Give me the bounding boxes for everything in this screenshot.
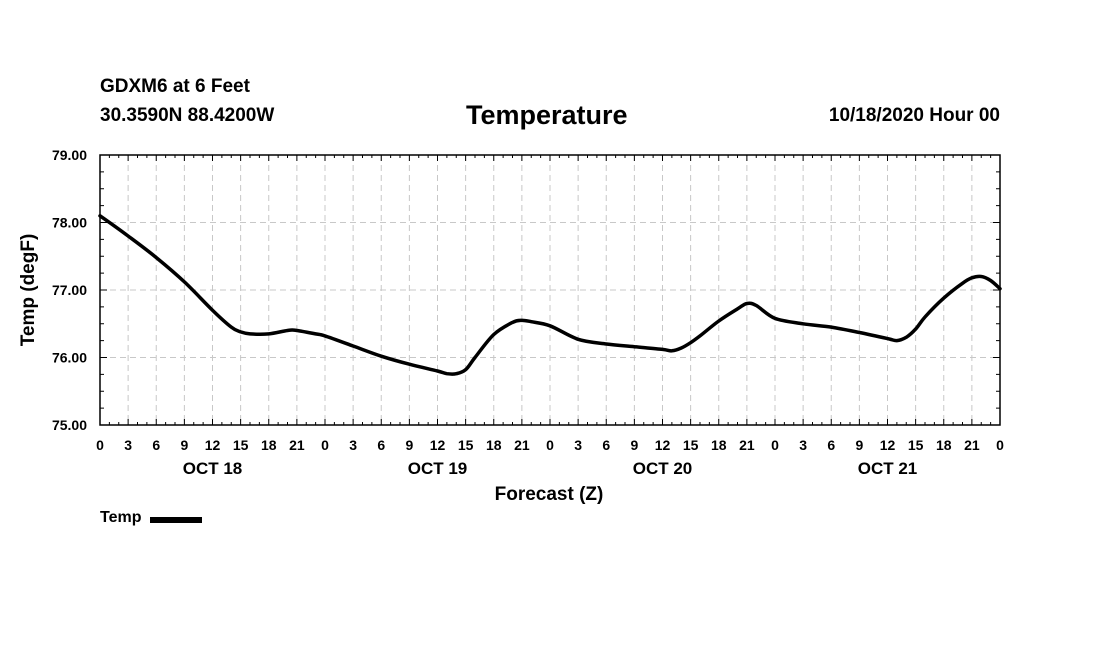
day-label: OCT 20 [633,459,693,478]
x-tick-label: 3 [124,437,132,453]
x-tick-label: 12 [430,437,446,453]
x-tick-label: 21 [964,437,980,453]
series-line-temp [98,214,1002,376]
y-tick-label: 75.00 [52,417,87,433]
grid [100,155,1000,425]
x-tick-label: 6 [377,437,385,453]
x-tick-label: 18 [711,437,727,453]
x-tick-label: 6 [602,437,610,453]
x-tick-label: 21 [289,437,305,453]
x-tick-label: 21 [514,437,530,453]
x-tick-label: 15 [908,437,924,453]
x-tick-label: 0 [771,437,779,453]
y-axis-label: Temp (degF) [18,234,39,347]
x-tick-label: 9 [180,437,188,453]
coordinates-label: 30.3590N 88.4200W [100,105,275,126]
ticks: 0 3 6 9 12 15 18 21 0 3 6 9 12 15 18 21 0 3 6 9 12 15 18 21 0 3 6 9… [52,147,1004,478]
x-tick-label: 0 [321,437,329,453]
x-tick-label: 15 [233,437,249,453]
y-tick-label: 77.00 [52,282,87,298]
x-axis-label: Forecast (Z) [495,484,604,505]
x-tick-label: 12 [655,437,671,453]
x-tick-label: 18 [261,437,277,453]
x-tick-label: 15 [683,437,699,453]
x-tick-label: 18 [486,437,502,453]
station-label: GDXM6 at 6 Feet [100,76,250,97]
x-tick-label: 3 [799,437,807,453]
y-tick-label: 79.00 [52,147,87,163]
x-tick-label: 12 [880,437,896,453]
x-tick-label: 9 [405,437,413,453]
x-tick-label: 18 [936,437,952,453]
x-tick-label: 3 [574,437,582,453]
x-tick-label: 6 [152,437,160,453]
valid-time-label: 10/18/2020 Hour 00 [828,105,1000,126]
x-tick-label: 0 [96,437,104,453]
legend: Temp [100,509,203,527]
x-tick-label: 15 [458,437,474,453]
chart-title: Temperature [466,100,628,130]
day-label: OCT 18 [183,459,243,478]
x-tick-label: 0 [996,437,1004,453]
legend-swatch-temp [150,516,203,523]
x-tick-label: 12 [205,437,221,453]
legend-label-temp: Temp [100,509,142,526]
x-tick-label: 9 [630,437,638,453]
x-tick-label: 3 [349,437,357,453]
x-tick-label: 6 [827,437,835,453]
x-tick-label: 9 [855,437,863,453]
day-label: OCT 21 [858,459,918,478]
y-tick-label: 78.00 [52,215,87,231]
y-tick-label: 76.00 [52,350,87,366]
day-label: OCT 19 [408,459,468,478]
x-tick-label: 0 [546,437,554,453]
series-layer [98,214,1002,376]
x-tick-label: 21 [739,437,755,453]
